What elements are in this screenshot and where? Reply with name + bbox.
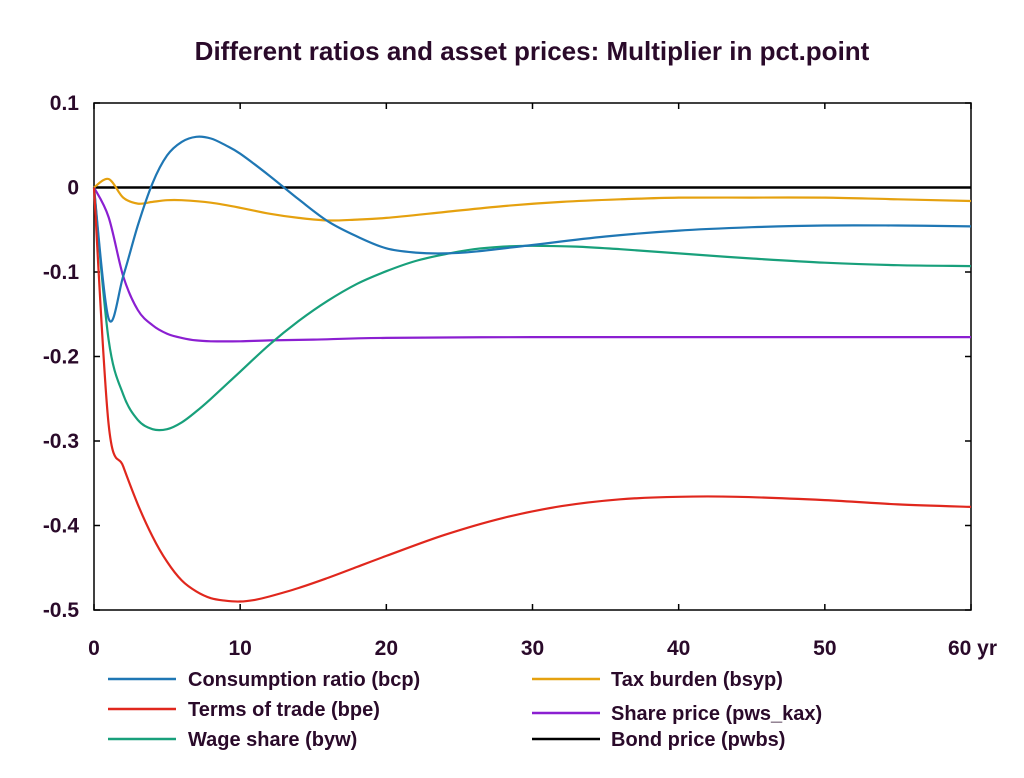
- x-tick-label: 20: [375, 637, 398, 660]
- y-tick-label: -0.5: [43, 599, 80, 622]
- legend-label-consumption-ratio-bcp: Consumption ratio (bcp): [188, 669, 420, 691]
- series-line-terms-of-trade-bpe: [92, 187, 972, 603]
- plot-frame: [93, 102, 972, 611]
- y-tick-label: -0.3: [43, 430, 79, 453]
- legend-label-share-price-pws-kax: Share price (pws_kax): [611, 703, 822, 725]
- x-tick-label: 50: [813, 637, 836, 660]
- series-line-wage-share-byw: [92, 187, 972, 432]
- legend-label-bond-price-pwbs: Bond price (pwbs): [611, 729, 785, 751]
- x-tick-label: 10: [228, 637, 251, 660]
- series-line-consumption-ratio-bcp: [92, 135, 972, 323]
- y-tick-label: -0.4: [43, 515, 80, 538]
- legend-label-terms-of-trade-bpe: Terms of trade (bpe): [188, 699, 380, 721]
- x-tick-label: 0: [88, 637, 100, 660]
- series-lines: [92, 135, 972, 603]
- legend: Consumption ratio (bcp) Terms of trade (b…: [108, 669, 822, 751]
- legend-label-wage-share-byw: Wage share (byw): [188, 729, 357, 751]
- y-tick-label: -0.1: [43, 261, 80, 284]
- legend-label-tax-burden-bsyp: Tax burden (bsyp): [611, 669, 783, 691]
- chart-title: Different ratios and asset prices: Multi…: [195, 36, 870, 66]
- y-tick-label: -0.2: [43, 346, 79, 369]
- x-tick-label: 30: [521, 637, 544, 660]
- plot-border: [93, 102, 972, 611]
- y-axis: 0.1 0 -0.1 -0.2 -0.3 -0.4 -0.5: [43, 92, 971, 622]
- series-line-share-price-pws-kax: [93, 186, 971, 343]
- y-tick-label: 0.1: [50, 92, 80, 115]
- y-tick-label: 0: [67, 177, 79, 200]
- x-axis: 0 10 20 30 40 50 60 yr: [88, 103, 997, 660]
- x-tick-label: 40: [667, 637, 690, 660]
- x-tick-label: 60 yr: [948, 637, 997, 660]
- series-line-tax-burden-bsyp: [93, 177, 972, 222]
